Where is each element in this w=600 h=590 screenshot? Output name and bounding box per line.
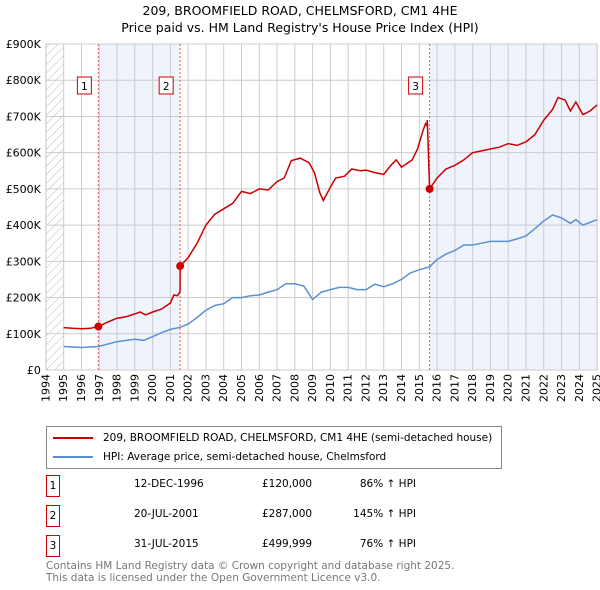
transaction-date: 31-JUL-2015 [134, 538, 199, 550]
chart-subtitle: Price paid vs. HM Land Registry's House … [121, 20, 479, 35]
x-tick-label: 1999 [128, 374, 141, 402]
x-tick-label: 2020 [502, 374, 515, 402]
x-tick-label: 2001 [164, 374, 177, 402]
x-tick-label: 1996 [75, 374, 88, 402]
y-tick-label: £600K [6, 147, 42, 160]
marker-badge: 1 [46, 475, 60, 497]
price-paid-line [63, 96, 598, 330]
y-tick-label: £300K [6, 255, 42, 268]
transaction-price: £120,000 [262, 478, 313, 490]
x-tick-label: 2000 [146, 374, 159, 402]
transaction-price: £499,999 [262, 538, 313, 550]
y-tick-label: £800K [6, 74, 42, 87]
marker-badge: 2 [46, 505, 60, 527]
x-tick-label: 2017 [448, 374, 461, 402]
x-tick-label: 2022 [537, 374, 550, 402]
legend-item-property: 209, BROOMFIELD ROAD, CHELMSFORD, CM1 4H… [47, 429, 492, 447]
transaction-hpi: 145% ↑ HPI [353, 508, 416, 520]
shaded-period [98, 44, 181, 370]
x-tick-label: 2012 [359, 374, 372, 402]
sale-point [94, 322, 103, 331]
x-tick-label: 2011 [342, 374, 355, 402]
y-tick-label: £200K [6, 292, 42, 305]
x-tick-label: 2002 [182, 374, 195, 402]
sale-label: 1 [81, 81, 88, 93]
x-tick-label: 2025 [591, 374, 600, 402]
x-tick-label: 2009 [306, 374, 319, 402]
transaction-date: 12-DEC-1996 [134, 478, 204, 490]
blue-line-swatch [53, 456, 93, 458]
y-tick-label: £400K [6, 219, 42, 232]
x-tick-label: 2018 [466, 374, 479, 402]
plot-area: 1994 1995 1996 1997 1998 1999 2000 2001 2002 2003… [6, 38, 600, 402]
transaction-row: 2 20-JUL-2001 £287,000 145% ↑ HPI [46, 505, 526, 527]
x-tick-label: 2003 [199, 374, 212, 402]
sale-label-box [408, 76, 424, 95]
x-tick-label: 2013 [377, 374, 390, 402]
transaction-hpi: 86% ↑ HPI [359, 478, 416, 490]
chart-title: 209, BROOMFIELD ROAD, CHELMSFORD, CM1 4H… [142, 3, 458, 18]
hatched-region [45, 44, 64, 370]
y-tick-label: £900K [6, 38, 42, 51]
y-tick-label: £700K [6, 110, 42, 123]
footer-licence: This data is licensed under the Open Gov… [46, 572, 381, 584]
x-tick-label: 2023 [555, 374, 568, 402]
x-tick-label: 1994 [39, 374, 52, 402]
x-tick-label: 2004 [217, 374, 230, 402]
y-tick-label: £500K [6, 183, 42, 196]
x-tick-label: 1995 [57, 374, 70, 402]
sale-label: 3 [412, 81, 419, 93]
x-tick-label: 2010 [324, 374, 337, 402]
sale-point [176, 262, 185, 271]
transaction-date: 20-JUL-2001 [134, 508, 199, 520]
hpi-line [63, 214, 598, 349]
footer-copyright: Contains HM Land Registry data © Crown c… [46, 560, 455, 572]
x-tick-label: 2006 [253, 374, 266, 402]
sale-point [425, 184, 434, 193]
sale-label: 2 [163, 81, 170, 93]
sale-label-box [158, 76, 174, 95]
legend-label: 209, BROOMFIELD ROAD, CHELMSFORD, CM1 4H… [103, 432, 493, 444]
shaded-period [429, 44, 598, 370]
x-tick-label: 2007 [271, 374, 284, 402]
marker-badge: 3 [46, 535, 60, 557]
transaction-hpi: 76% ↑ HPI [359, 538, 416, 550]
red-line-swatch [53, 437, 93, 439]
y-tick-label: £100K [6, 328, 42, 341]
x-tick-label: 2024 [573, 374, 586, 402]
x-tick-label: 2008 [288, 374, 301, 402]
x-tick-label: 2019 [484, 374, 497, 402]
x-tick-label: 2015 [413, 374, 426, 402]
legend: 209, BROOMFIELD ROAD, CHELMSFORD, CM1 4H… [46, 426, 502, 469]
transaction-row: 3 31-JUL-2015 £499,999 76% ↑ HPI [46, 535, 526, 557]
x-tick-label: 1997 [93, 374, 106, 402]
legend-item-hpi: HPI: Average price, semi-detached house,… [47, 448, 386, 466]
x-tick-label: 2016 [431, 374, 444, 402]
x-tick-label: 2021 [519, 374, 532, 402]
plot-border [45, 43, 598, 371]
y-tick-label: £0 [27, 364, 41, 377]
transaction-price: £287,000 [262, 508, 313, 520]
legend-label: HPI: Average price, semi-detached house,… [103, 451, 387, 463]
x-tick-label: 1998 [111, 374, 124, 402]
transaction-row: 1 12-DEC-1996 £120,000 86% ↑ HPI [46, 475, 526, 497]
x-tick-label: 2005 [235, 374, 248, 402]
sale-label-box [76, 76, 92, 95]
x-tick-label: 2014 [395, 374, 408, 402]
